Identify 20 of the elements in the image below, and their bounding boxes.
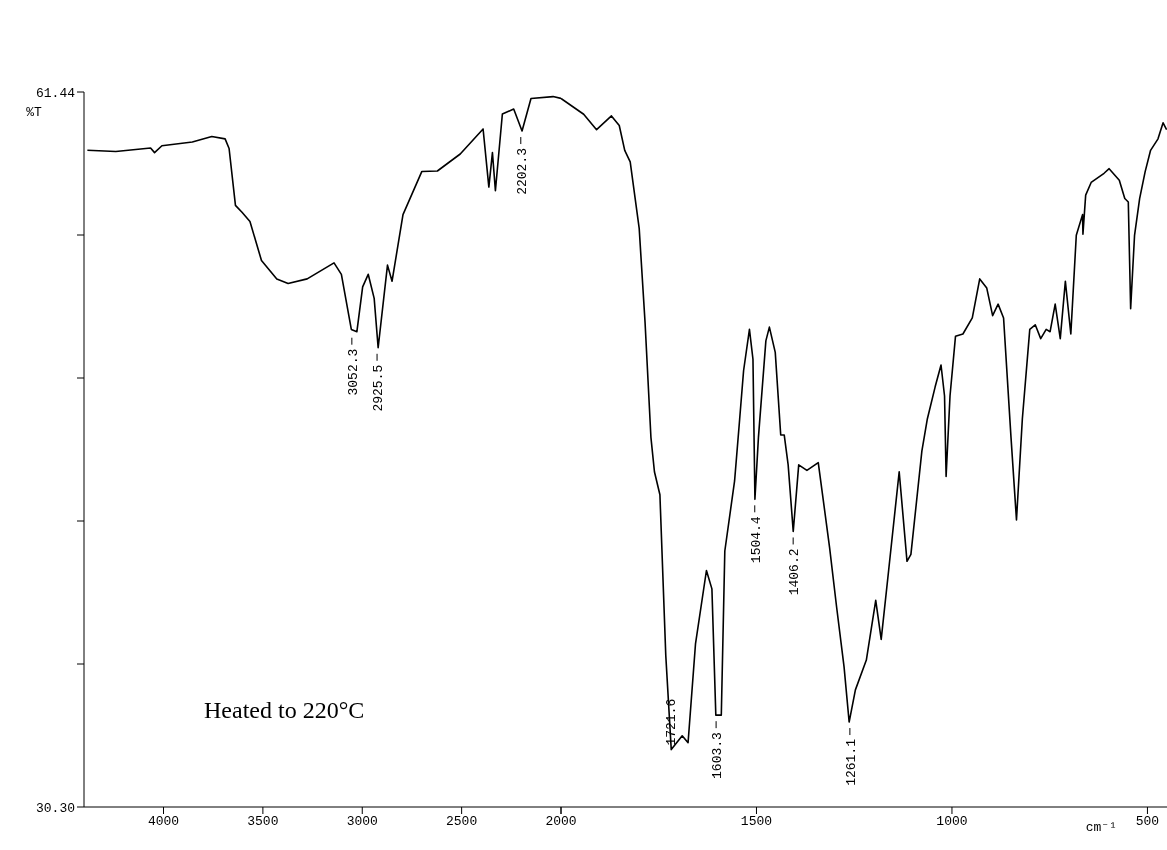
y-axis-title: %T bbox=[26, 105, 42, 120]
annotation: 1261.1 bbox=[843, 738, 859, 786]
annotation: 3052.3 bbox=[345, 348, 361, 396]
x-tick-label: 2500 bbox=[446, 814, 478, 830]
annotation: Heated to 220°C bbox=[204, 697, 365, 724]
y-tick-label: 61.44 bbox=[35, 85, 76, 101]
x-tick-label: 4000 bbox=[147, 814, 180, 830]
x-tick-label: 1000 bbox=[936, 814, 968, 830]
x-tick-label: 1500 bbox=[740, 814, 773, 830]
x-tick-label: 3500 bbox=[247, 814, 279, 830]
x-tick-label: 500 bbox=[1135, 814, 1160, 830]
x-axis-title: cm⁻¹ bbox=[1085, 820, 1117, 835]
y-tick-label: 30.30 bbox=[35, 800, 75, 816]
x-tick-label: 3000 bbox=[346, 814, 378, 830]
annotation: 1406.2 bbox=[787, 548, 803, 596]
x-tick-label: 2000 bbox=[545, 814, 577, 830]
annotation: 2202.3 bbox=[514, 148, 530, 195]
annotation: 1504.4 bbox=[748, 516, 764, 564]
annotation: 2925.5 bbox=[371, 364, 387, 412]
annotation: 1603.3 bbox=[710, 732, 726, 779]
